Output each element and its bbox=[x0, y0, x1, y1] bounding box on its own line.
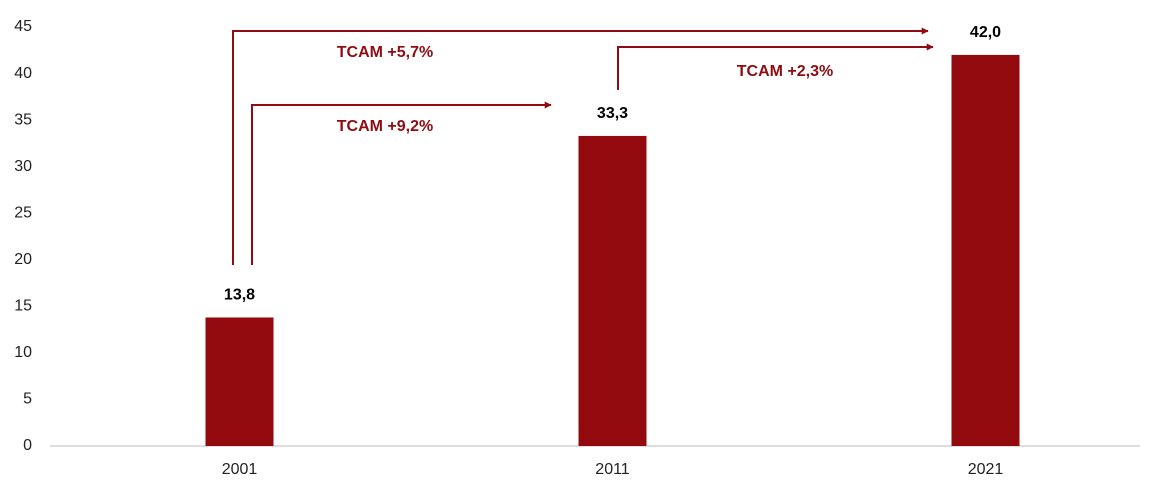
y-tick-label: 10 bbox=[14, 344, 32, 361]
value-label: 42,0 bbox=[970, 24, 1001, 41]
value-label: 13,8 bbox=[224, 287, 255, 304]
growth-arrow bbox=[232, 27, 929, 265]
y-tick-label: 40 bbox=[14, 65, 32, 82]
y-tick-label: 0 bbox=[23, 437, 32, 454]
bar bbox=[951, 54, 1020, 446]
y-tick-label: 5 bbox=[23, 391, 32, 408]
bar bbox=[578, 135, 647, 446]
growth-arrow bbox=[617, 43, 934, 90]
annotation: TCAM +2,3% bbox=[737, 63, 833, 80]
x-tick-label: 2021 bbox=[968, 461, 1004, 478]
growth-arrow bbox=[251, 101, 552, 265]
bar bbox=[205, 317, 274, 446]
annotation: TCAM +5,7% bbox=[337, 44, 433, 61]
y-tick-label: 35 bbox=[14, 111, 32, 128]
x-tick-label: 2011 bbox=[595, 461, 630, 478]
value-label: 33,3 bbox=[597, 105, 628, 122]
y-tick-label: 30 bbox=[14, 158, 32, 175]
y-tick-label: 20 bbox=[14, 251, 32, 268]
y-tick-label: 25 bbox=[14, 204, 32, 221]
annotation: TCAM +9,2% bbox=[337, 118, 433, 135]
y-tick-label: 45 bbox=[14, 18, 32, 35]
y-tick-label: 15 bbox=[14, 298, 32, 315]
x-tick-label: 2001 bbox=[222, 461, 258, 478]
